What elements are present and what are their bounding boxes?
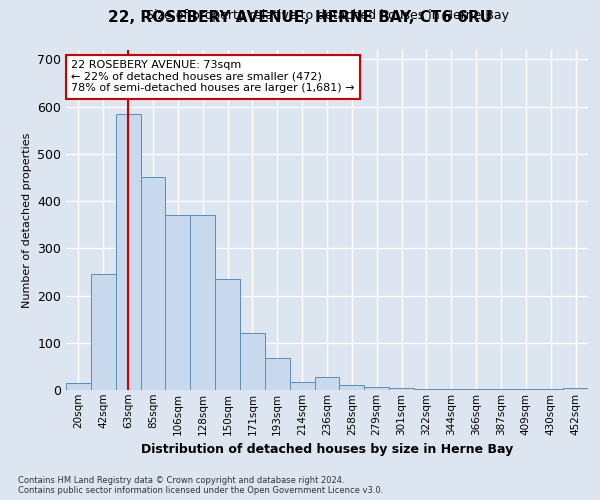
Bar bbox=[364, 386, 389, 390]
Bar bbox=[563, 388, 588, 390]
Bar bbox=[140, 178, 166, 390]
Text: 22 ROSEBERY AVENUE: 73sqm
← 22% of detached houses are smaller (472)
78% of semi: 22 ROSEBERY AVENUE: 73sqm ← 22% of detac… bbox=[71, 60, 355, 94]
Bar bbox=[66, 383, 91, 390]
Title: Size of property relative to detached houses in Herne Bay: Size of property relative to detached ho… bbox=[146, 10, 509, 22]
Bar bbox=[538, 389, 563, 390]
Bar bbox=[389, 388, 414, 390]
Bar bbox=[240, 334, 265, 390]
X-axis label: Distribution of detached houses by size in Herne Bay: Distribution of detached houses by size … bbox=[141, 443, 513, 456]
Bar bbox=[464, 388, 488, 390]
Bar bbox=[290, 382, 314, 390]
Bar bbox=[215, 279, 240, 390]
Text: Contains HM Land Registry data © Crown copyright and database right 2024.
Contai: Contains HM Land Registry data © Crown c… bbox=[18, 476, 383, 495]
Bar bbox=[116, 114, 140, 390]
Bar bbox=[265, 358, 290, 390]
Bar bbox=[439, 388, 464, 390]
Bar bbox=[166, 216, 190, 390]
Bar bbox=[190, 216, 215, 390]
Bar bbox=[488, 389, 514, 390]
Bar bbox=[414, 388, 439, 390]
Text: 22, ROSEBERY AVENUE, HERNE BAY, CT6 6RU: 22, ROSEBERY AVENUE, HERNE BAY, CT6 6RU bbox=[108, 10, 492, 25]
Bar bbox=[314, 378, 340, 390]
Y-axis label: Number of detached properties: Number of detached properties bbox=[22, 132, 32, 308]
Bar bbox=[514, 389, 538, 390]
Bar bbox=[91, 274, 116, 390]
Bar bbox=[340, 386, 364, 390]
